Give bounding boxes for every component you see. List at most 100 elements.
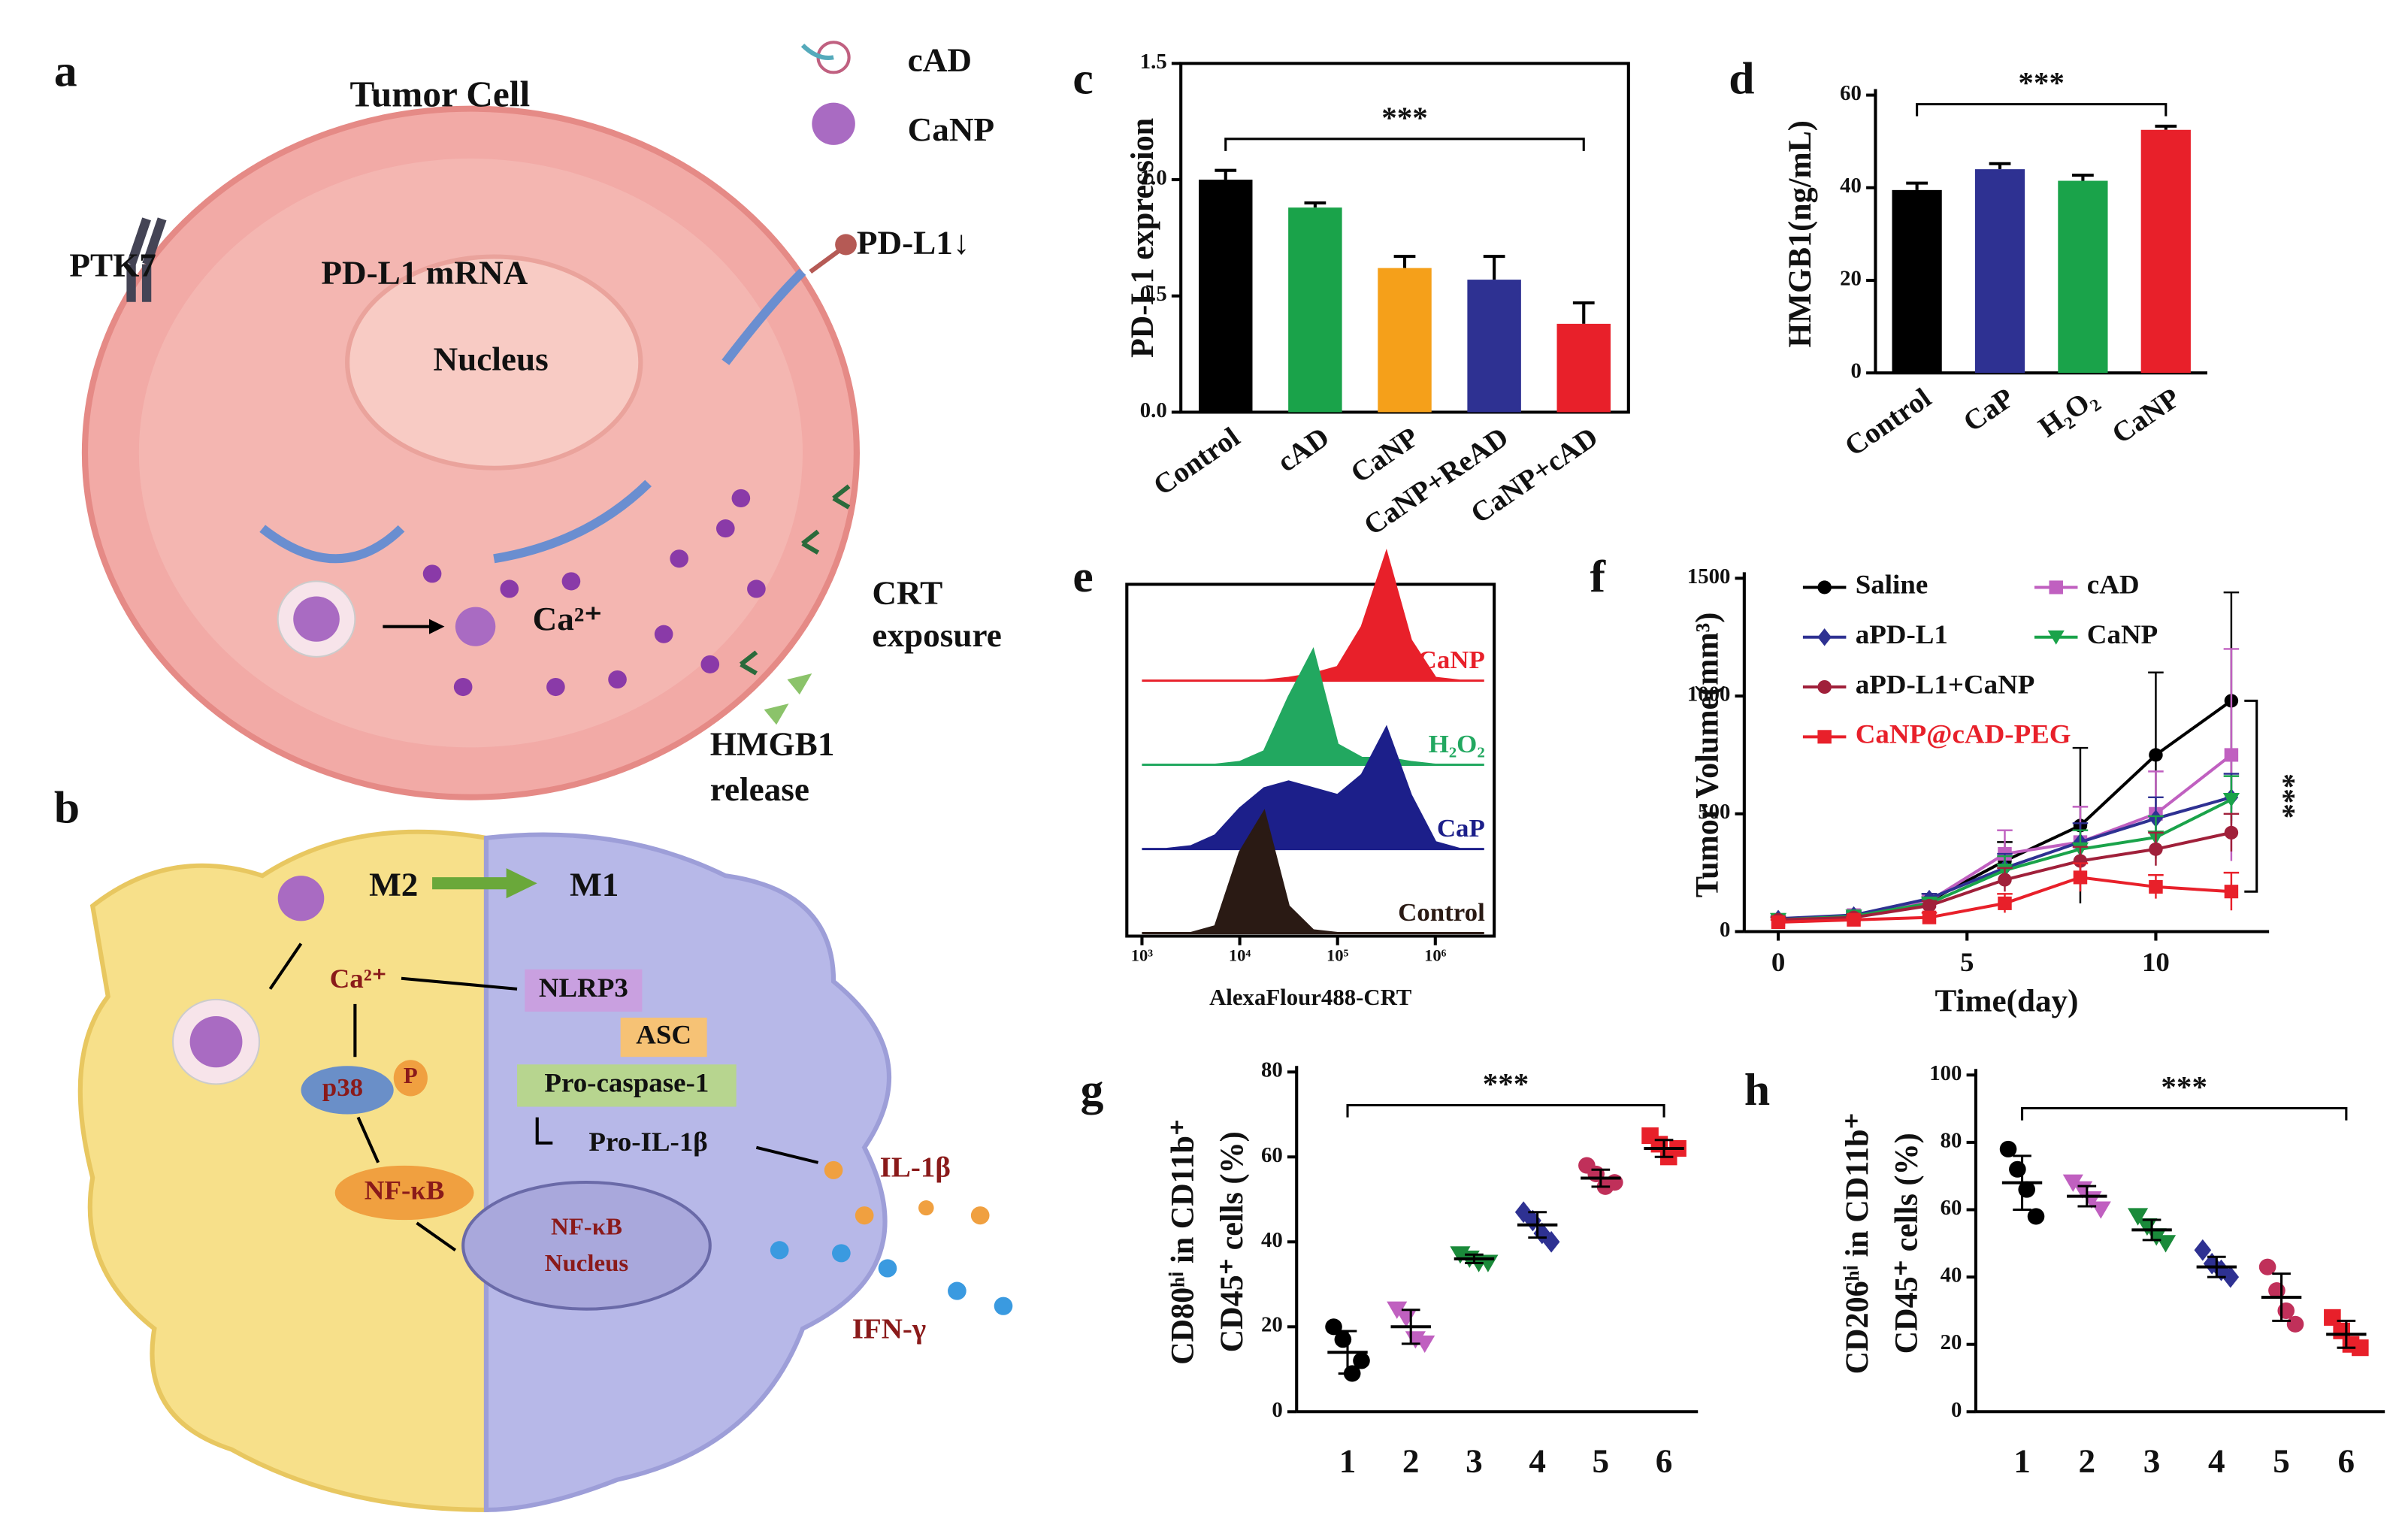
- marker: [2286, 1315, 2304, 1333]
- marker: [2222, 1266, 2240, 1288]
- histogram: [1142, 725, 1484, 851]
- marker: [2194, 1239, 2212, 1261]
- series-label: H₂O₂: [1429, 731, 1485, 759]
- error-bar: [2272, 1272, 2291, 1322]
- marker: [2155, 1235, 2177, 1253]
- panel-label: e: [1072, 552, 1093, 602]
- y-tick-label: 100: [1929, 1062, 1962, 1085]
- marker: [1396, 1309, 1417, 1328]
- significance-label: ***: [2161, 1070, 2207, 1103]
- x-tick-label: 10³: [1131, 946, 1154, 965]
- bar: [1467, 280, 1521, 413]
- panel-a-art: [81, 41, 860, 800]
- label: p38: [322, 1074, 363, 1103]
- y-tick-label: 1.5: [1140, 50, 1167, 74]
- label: NF-κB: [365, 1175, 445, 1206]
- panel-label: f: [1590, 552, 1605, 602]
- chart-d: d 0 20 40 60 HMGB1(ng/mL) Control CaP H₂O₂ CaNP **…: [1729, 54, 2207, 462]
- label: NLRP3: [539, 972, 628, 1003]
- marker: [2149, 748, 2163, 762]
- chart-h: h 0 20 40 60 80 100 CD206ʰⁱ in CD11b⁺ CD45⁺ cell…: [1744, 1062, 2385, 1480]
- y-tick-label: 0: [1851, 360, 1862, 383]
- y-axis-label: CD206ʰⁱ in CD11b⁺: [1839, 1112, 1875, 1374]
- chart-g: g 0 20 40 60 80 CD80ʰⁱ in CD11b⁺ CD45⁺ cells (%…: [1081, 1059, 1699, 1480]
- x-tick-label: 4: [2208, 1442, 2225, 1479]
- bar: [2140, 129, 2191, 374]
- legend-marker: [1817, 730, 1832, 744]
- label: exposure: [872, 616, 1001, 653]
- y-tick-label: 20: [1941, 1331, 1962, 1354]
- error-bar: [1401, 1309, 1420, 1345]
- error-bar: [2077, 1185, 2097, 1208]
- bar: [1556, 323, 1611, 413]
- marker: [2009, 1160, 2026, 1178]
- y-tick-label: 40: [1261, 1229, 1283, 1252]
- marker: [2027, 1208, 2045, 1225]
- marker: [2062, 1174, 2083, 1192]
- label: PD-L1↓: [857, 224, 970, 261]
- marker: [1542, 1230, 1560, 1253]
- error-bar: [1338, 1330, 1357, 1375]
- x-axis-label: AlexaFlour488-CRT: [1209, 985, 1411, 1010]
- marker: [1999, 1140, 2017, 1157]
- x-tick-label: 5: [1960, 946, 1974, 977]
- legend-marker: [1817, 628, 1832, 646]
- legend-label: cAD: [2087, 569, 2140, 600]
- histogram: [1142, 548, 1484, 682]
- marker: [1998, 873, 2012, 887]
- y-axis-label: PD-L1 expression: [1124, 118, 1160, 358]
- y-tick-label: 20: [1840, 268, 1862, 291]
- significance-bracket: [2020, 1107, 2348, 1121]
- error-bar: [1591, 1168, 1611, 1188]
- significance-bracket: [1346, 1103, 1665, 1118]
- x-tick-label: 10⁴: [1229, 946, 1251, 965]
- bar: [1974, 169, 2025, 374]
- x-tick-label: CaNP: [2107, 383, 2186, 450]
- significance-label: ***: [2018, 66, 2065, 99]
- marker: [2224, 748, 2239, 762]
- bar: [1378, 268, 1432, 413]
- x-tick-label: 6: [1656, 1442, 1673, 1479]
- x-tick-label: 10⁵: [1327, 946, 1349, 965]
- panel-label: c: [1072, 54, 1093, 104]
- legend-label: CaNP@cAD-PEG: [1856, 719, 2071, 749]
- marker: [2128, 1208, 2149, 1226]
- significance-label: ***: [1381, 101, 1428, 134]
- x-tick-label: 3: [2143, 1442, 2161, 1479]
- x-tick-label: Control: [1148, 422, 1245, 502]
- legend-label: cAD: [908, 41, 972, 78]
- error-bar: [1528, 1211, 1547, 1239]
- y-tick-label: 1000: [1687, 683, 1731, 706]
- histogram: [1142, 646, 1484, 767]
- label: HMGB1: [710, 725, 835, 762]
- marker: [1998, 896, 2012, 910]
- marker: [1847, 912, 1861, 927]
- legend-marker: [1817, 580, 1832, 595]
- marker: [1325, 1318, 1342, 1336]
- label: PD-L1 mRNA: [321, 254, 528, 291]
- x-tick-label: 3: [1466, 1442, 1483, 1479]
- label: Pro-caspase-1: [544, 1067, 709, 1098]
- marker: [1606, 1174, 1623, 1191]
- x-tick-label: cAD: [1272, 422, 1336, 478]
- significance-bracket: [1224, 138, 1585, 151]
- y-tick-label: 0.5: [1140, 283, 1167, 306]
- legend-label: Saline: [1856, 569, 1929, 600]
- y-tick-label: 20: [1261, 1314, 1283, 1337]
- marker: [1353, 1352, 1370, 1369]
- x-tick-label: 0: [1771, 946, 1785, 977]
- label: IFN-γ: [852, 1314, 926, 1345]
- x-tick-label: CaP: [1958, 383, 2020, 438]
- bar: [1892, 189, 1942, 374]
- label: IL-1β: [880, 1152, 951, 1184]
- marker: [1334, 1331, 1352, 1348]
- label: NF-κB: [551, 1214, 622, 1241]
- significance-bracket: [2244, 699, 2258, 893]
- panel-label: h: [1744, 1066, 1770, 1115]
- label: PTK7: [69, 247, 156, 283]
- x-tick-label: Control: [1839, 383, 1937, 463]
- marker: [2149, 842, 2163, 856]
- significance-label: ***: [2267, 773, 2301, 818]
